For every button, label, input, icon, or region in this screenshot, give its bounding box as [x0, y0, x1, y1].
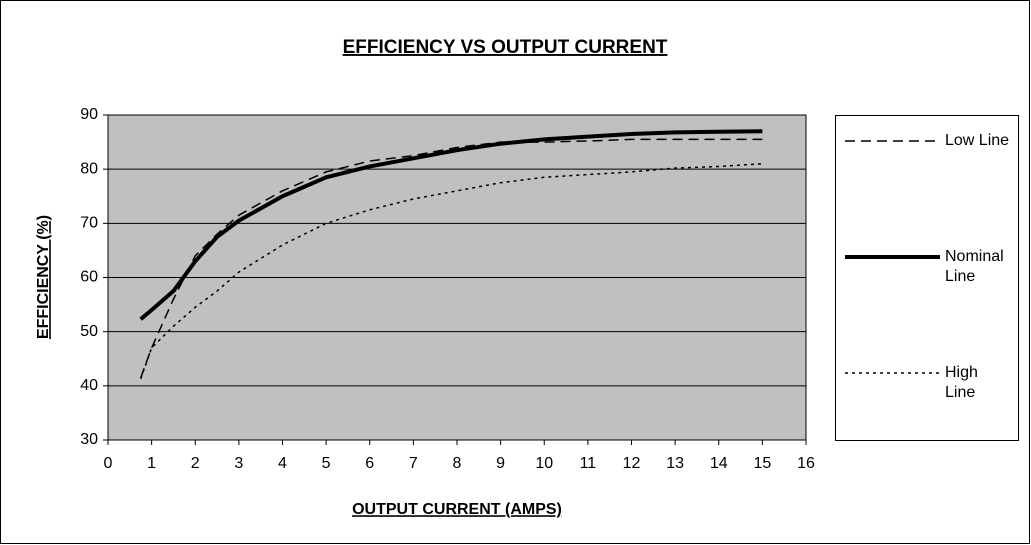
x-tick-label: 15 [753, 455, 771, 472]
x-tick-label: 11 [580, 455, 597, 472]
x-tick-label: 16 [797, 455, 815, 472]
x-tick-label: 1 [147, 455, 156, 472]
x-tick-label: 9 [496, 455, 505, 472]
legend-label: Nominal Line [945, 248, 1004, 285]
x-tick-label: 14 [710, 455, 728, 472]
series-line [140, 163, 763, 380]
x-tick-label: 6 [365, 455, 374, 472]
x-tick-label: 4 [278, 455, 287, 472]
x-tick-label: 7 [409, 455, 418, 472]
x-axis-label: OUTPUT CURRENT (AMPS) [352, 501, 562, 518]
y-tick-label: 80 [80, 160, 98, 177]
x-tick-label: 3 [234, 455, 243, 472]
y-tick-label: 40 [80, 377, 98, 394]
x-tick-label: 10 [535, 455, 553, 472]
y-tick-label: 60 [80, 269, 98, 286]
y-tick-label: 50 [80, 323, 98, 340]
legend-box [835, 115, 1019, 441]
y-tick-label: 90 [80, 106, 98, 123]
plot-border [107, 114, 807, 441]
x-tick-label: 8 [453, 455, 462, 472]
legend-label: High Line [945, 364, 978, 401]
y-tick-label: 30 [80, 431, 98, 448]
x-tick-label: 2 [191, 455, 200, 472]
x-tick-label: 5 [322, 455, 331, 472]
series-line [139, 129, 763, 321]
legend-label: Low Line [945, 132, 1010, 149]
x-tick-label: 12 [623, 455, 641, 472]
chart-title: EFFICIENCY VS OUTPUT CURRENT [343, 37, 668, 58]
x-tick-label: 13 [666, 455, 684, 472]
y-axis-label: EFFICIENCY (%) [35, 215, 52, 339]
series-line [140, 138, 763, 378]
y-tick-label: 70 [80, 215, 98, 232]
x-tick-label: 0 [104, 455, 113, 472]
